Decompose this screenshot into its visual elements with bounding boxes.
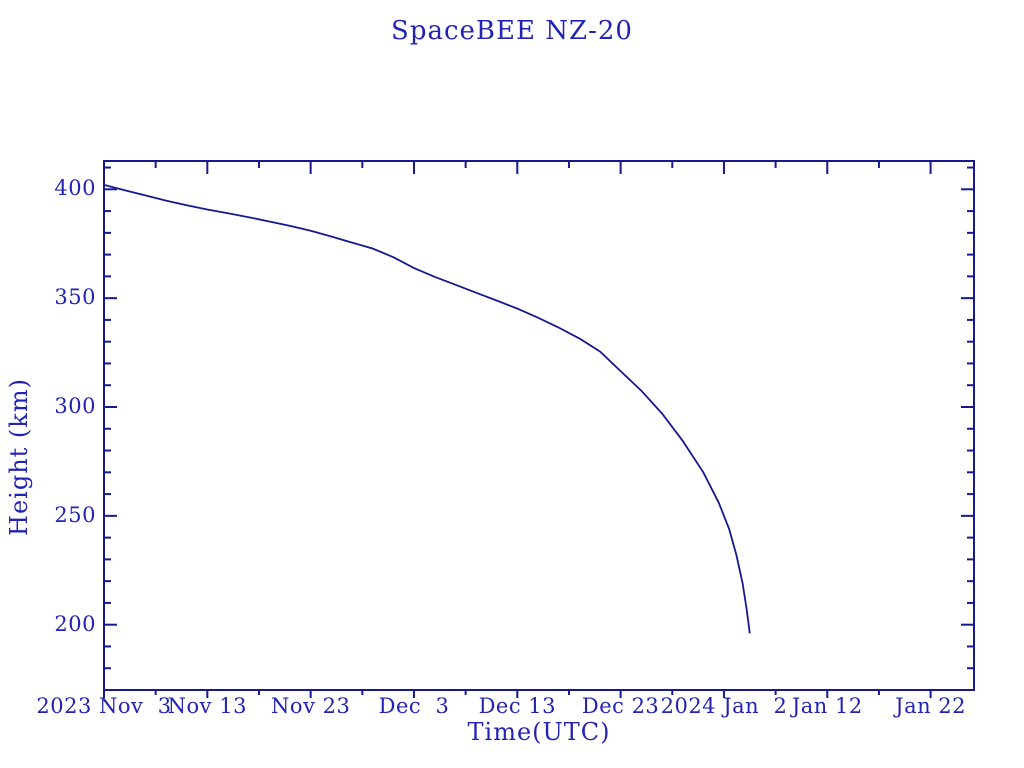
x-tick-label: Nov 23: [271, 694, 351, 718]
chart-title: SpaceBEE NZ-20: [391, 16, 633, 46]
x-tick-label: Jan 12: [791, 694, 863, 718]
y-tick-label: 300: [54, 393, 96, 418]
x-tick-label: Jan 22: [895, 694, 967, 718]
x-axis-title: Time(UTC): [467, 718, 611, 746]
y-tick-label: 250: [54, 502, 96, 527]
x-tick-label: Nov 13: [167, 694, 247, 718]
x-tick-label: Dec 23: [581, 694, 660, 718]
x-tick-label: Dec 3: [378, 694, 450, 718]
decay-curve: [103, 184, 751, 634]
x-tick-label: Dec 13: [478, 694, 557, 718]
y-tick-label: 400: [54, 176, 96, 201]
x-tick-label: 2024 Jan 2: [660, 694, 788, 718]
y-tick-label: 350: [54, 285, 96, 310]
y-tick-label: 200: [54, 611, 96, 636]
y-axis-title: Height (km): [5, 378, 33, 536]
plot-frame: [103, 160, 975, 691]
x-tick-label: 2023 Nov 3: [36, 694, 172, 718]
